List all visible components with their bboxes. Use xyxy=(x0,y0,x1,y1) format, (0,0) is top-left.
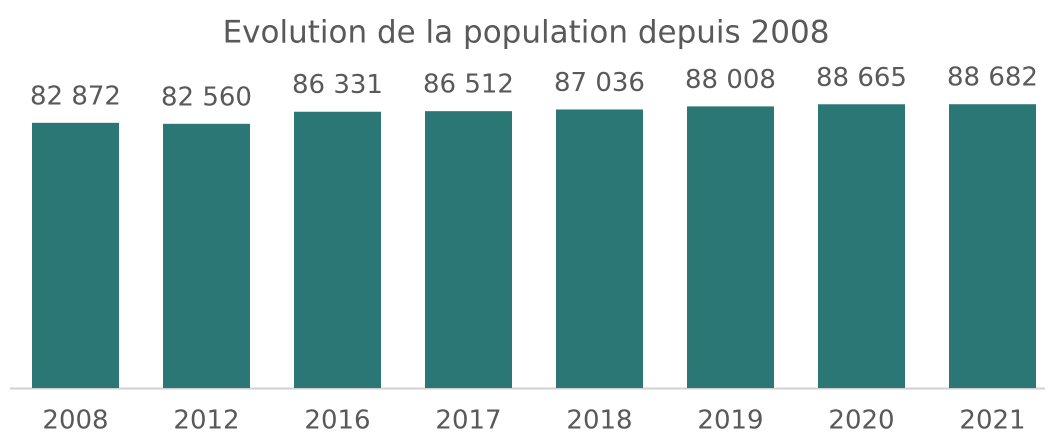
x-tick-label: 2018 xyxy=(566,406,632,436)
bar xyxy=(425,111,512,389)
x-tick-label: 2019 xyxy=(697,406,763,436)
x-tick-label: 2021 xyxy=(959,406,1025,436)
value-label: 88 008 xyxy=(685,65,776,95)
bar xyxy=(32,122,119,388)
value-label: 88 665 xyxy=(816,63,907,93)
x-tick-label: 2016 xyxy=(304,406,370,436)
x-tick-label: 2020 xyxy=(828,406,894,436)
bar xyxy=(163,123,250,389)
value-label: 88 682 xyxy=(947,63,1038,93)
bar xyxy=(818,104,905,388)
bar xyxy=(294,111,381,389)
value-label: 82 872 xyxy=(30,81,121,111)
value-label: 86 331 xyxy=(292,70,383,100)
x-tick-label: 2008 xyxy=(42,406,108,436)
value-label: 82 560 xyxy=(161,82,252,112)
bar xyxy=(556,109,643,388)
value-label: 86 512 xyxy=(423,70,514,100)
x-tick-label: 2017 xyxy=(435,406,501,436)
chart-title: Evolution de la population depuis 2008 xyxy=(223,15,830,51)
bar xyxy=(687,106,774,389)
bar xyxy=(949,104,1036,389)
value-label: 87 036 xyxy=(554,68,645,98)
x-tick-label: 2012 xyxy=(173,406,239,436)
